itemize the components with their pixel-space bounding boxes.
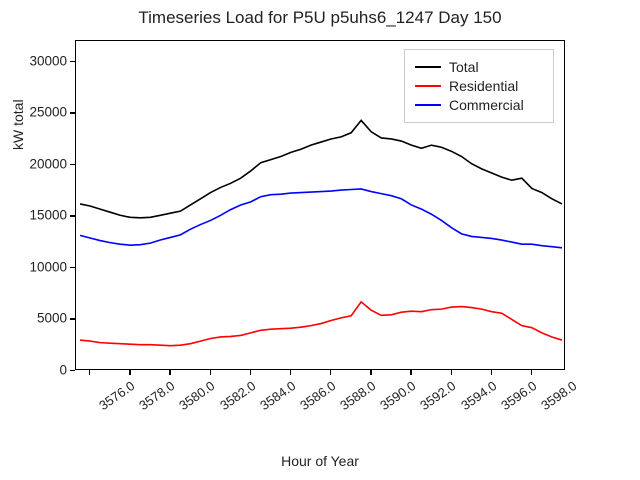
x-tick-mark-3584 (250, 370, 251, 375)
y-tick-label-10000: 10000 (7, 259, 67, 274)
total-line[interactable] (80, 120, 562, 217)
y-tick-mark-30000 (70, 61, 75, 62)
y-tick-mark-15000 (70, 215, 75, 216)
legend-row-residential: Residential (415, 78, 543, 94)
y-tick-mark-5000 (70, 318, 75, 319)
x-axis-label: Hour of Year (75, 453, 565, 469)
y-tick-mark-0 (70, 370, 75, 371)
x-tick-mark-3598 (531, 370, 532, 375)
commercial-line[interactable] (80, 189, 562, 248)
y-tick-label-15000: 15000 (7, 208, 67, 223)
x-tick-mark-3576 (89, 370, 90, 375)
legend-row-total: Total (415, 59, 543, 75)
legend-label-total: Total (449, 59, 479, 75)
total-legend-swatch (415, 66, 441, 68)
residential-line[interactable] (80, 302, 562, 346)
chart-container: Timeseries Load for P5U p5uhs6_1247 Day … (0, 0, 640, 480)
x-tick-label-3590: 3590.0 (377, 378, 418, 413)
x-tick-label-3578: 3578.0 (136, 378, 177, 413)
x-tick-mark-3582 (210, 370, 211, 375)
residential-legend-swatch (415, 85, 441, 87)
x-tick-mark-3592 (410, 370, 411, 375)
x-tick-label-3592: 3592.0 (418, 378, 459, 413)
y-tick-mark-25000 (70, 112, 75, 113)
plot-area: Total Residential Commercial (75, 40, 565, 370)
y-tick-label-0: 0 (7, 363, 67, 378)
y-tick-mark-10000 (70, 267, 75, 268)
x-tick-mark-3586 (290, 370, 291, 375)
legend-box: Total Residential Commercial (404, 49, 554, 123)
x-tick-mark-3594 (451, 370, 452, 375)
x-tick-label-3586: 3586.0 (297, 378, 338, 413)
x-tick-mark-3578 (129, 370, 130, 375)
x-tick-label-3588: 3588.0 (337, 378, 378, 413)
y-tick-label-30000: 30000 (7, 53, 67, 68)
x-tick-label-3598: 3598.0 (538, 378, 579, 413)
y-tick-mark-20000 (70, 164, 75, 165)
x-tick-label-3576: 3576.0 (96, 378, 137, 413)
y-tick-label-25000: 25000 (7, 105, 67, 120)
x-tick-mark-3580 (169, 370, 170, 375)
x-tick-label-3594: 3594.0 (458, 378, 499, 413)
y-tick-label-5000: 5000 (7, 311, 67, 326)
commercial-legend-swatch (415, 104, 441, 106)
x-tick-label-3582: 3582.0 (217, 378, 258, 413)
x-tick-mark-3588 (330, 370, 331, 375)
legend-label-commercial: Commercial (449, 97, 524, 113)
x-tick-mark-3596 (491, 370, 492, 375)
legend-row-commercial: Commercial (415, 97, 543, 113)
chart-title: Timeseries Load for P5U p5uhs6_1247 Day … (0, 8, 640, 28)
x-tick-label-3584: 3584.0 (257, 378, 298, 413)
x-tick-label-3580: 3580.0 (177, 378, 218, 413)
x-tick-label-3596: 3596.0 (498, 378, 539, 413)
y-tick-label-20000: 20000 (7, 156, 67, 171)
x-tick-mark-3590 (370, 370, 371, 375)
legend-label-residential: Residential (449, 78, 518, 94)
